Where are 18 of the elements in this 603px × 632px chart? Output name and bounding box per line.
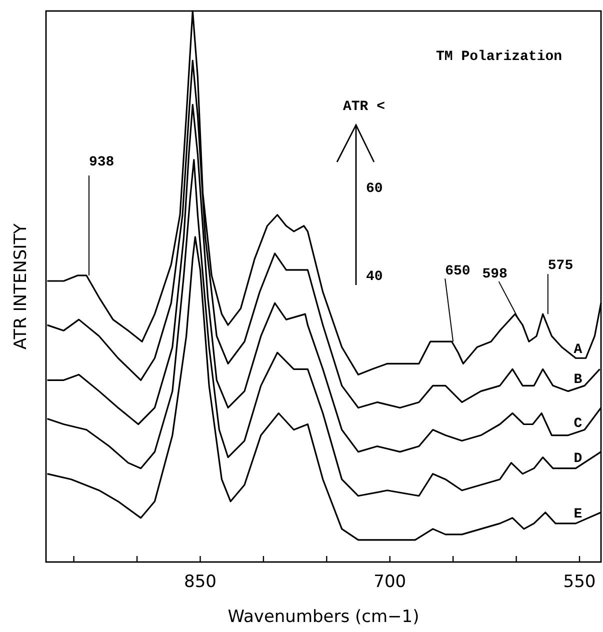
annotation: 598 — [482, 266, 508, 283]
annotation: TM Polarization — [436, 49, 562, 65]
series-label: D — [574, 450, 582, 467]
series-label: C — [574, 416, 583, 432]
annotation: 650 — [445, 264, 470, 280]
annotation: ATR < — [342, 99, 386, 115]
annotation: 60 — [366, 181, 383, 197]
annotation: 575 — [548, 258, 574, 274]
series-label: E — [574, 506, 582, 522]
annotation: 40 — [366, 269, 383, 285]
x-tick-label: 550 — [563, 572, 596, 592]
y-axis-title: ATR INTENSITY — [11, 222, 31, 350]
x-tick-label: 850 — [184, 572, 216, 592]
series-label: B — [574, 372, 583, 388]
annotation: 938 — [88, 154, 114, 170]
x-axis-title: Wavenumbers (cm−1) — [228, 607, 420, 627]
x-tick-label: 700 — [374, 572, 406, 592]
series-label: A — [574, 342, 583, 358]
